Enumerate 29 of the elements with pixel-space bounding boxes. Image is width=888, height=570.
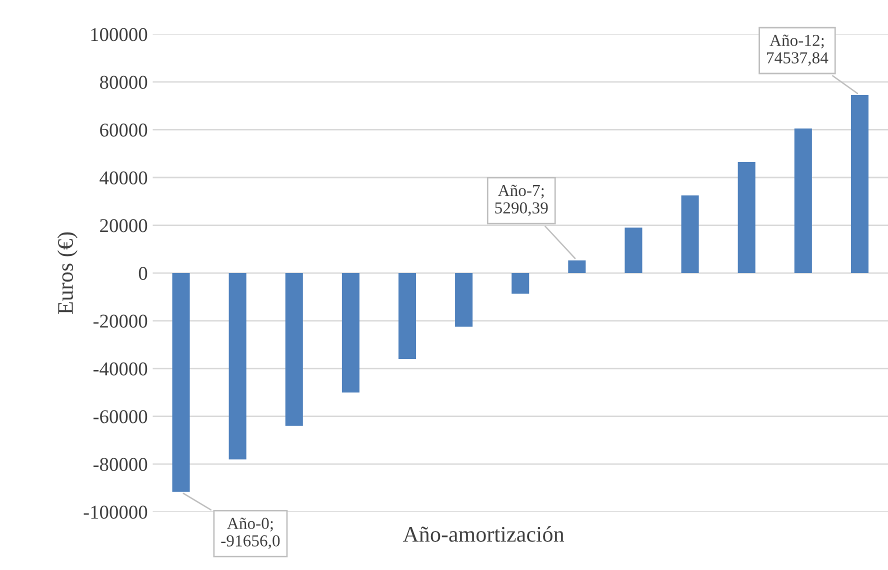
y-tick-label: -80000 bbox=[94, 458, 148, 472]
bar bbox=[681, 195, 699, 274]
bar bbox=[512, 273, 530, 294]
bar bbox=[850, 95, 868, 274]
y-tick-label: 80000 bbox=[100, 76, 148, 89]
bar bbox=[455, 273, 473, 327]
y-tick-label: -20000 bbox=[94, 314, 148, 328]
y-tick-label: 40000 bbox=[100, 171, 148, 184]
bar bbox=[285, 273, 303, 426]
y-tick-label: 20000 bbox=[100, 219, 148, 232]
bar bbox=[228, 273, 246, 460]
bar bbox=[794, 128, 812, 274]
y-tick-label: -40000 bbox=[94, 362, 148, 376]
data-label: Año-0; -91656,0 bbox=[221, 518, 280, 549]
y-tick-label: -100000 bbox=[84, 506, 148, 519]
bar bbox=[624, 228, 642, 274]
y-tick-label: 60000 bbox=[100, 124, 148, 137]
bar bbox=[342, 273, 360, 392]
bar bbox=[172, 273, 190, 492]
data-label: Año-12; 74537,84 bbox=[767, 34, 828, 66]
y-tick-label: 100000 bbox=[91, 28, 148, 42]
bar bbox=[398, 273, 416, 360]
y-tick-label: 0 bbox=[138, 266, 148, 280]
data-label: Año-7; 5290,39 bbox=[495, 184, 548, 216]
bar bbox=[738, 162, 756, 274]
x-axis-title: Año-amortización bbox=[402, 526, 564, 542]
y-axis-title: Euros (€) bbox=[57, 232, 78, 314]
y-tick-label: -60000 bbox=[94, 410, 148, 424]
bar bbox=[568, 260, 586, 274]
